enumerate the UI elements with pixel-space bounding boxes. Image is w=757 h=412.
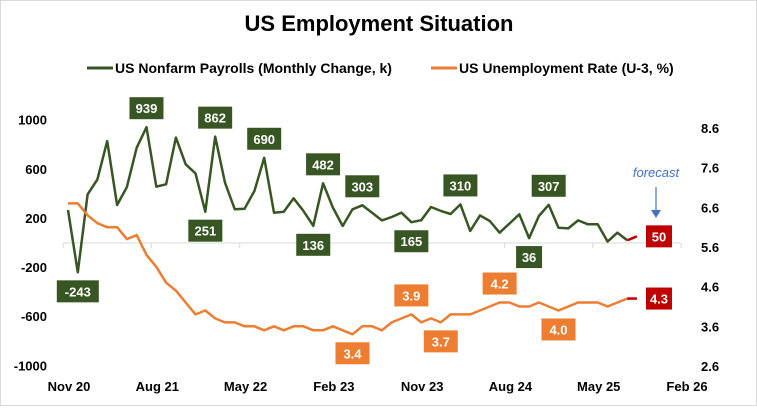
payrolls-forecast-label: 50 (652, 229, 666, 244)
chart-title: US Employment Situation (245, 11, 514, 36)
y-left-tick-label: 600 (25, 162, 47, 177)
x-tick-label: Feb 23 (313, 379, 354, 394)
payrolls-data-label: -243 (65, 284, 91, 299)
unemployment-data-label: 4.0 (549, 322, 567, 337)
y-left-tick-label: -200 (21, 260, 47, 275)
payrolls-forecast-segment (627, 236, 637, 240)
payrolls-data-label: 251 (194, 224, 216, 239)
payrolls-data-label: 862 (204, 111, 226, 126)
payrolls-data-label: 690 (253, 132, 275, 147)
payrolls-line (68, 127, 627, 272)
y-right-tick-label: 7.6 (701, 161, 719, 176)
y-right-tick-label: 6.6 (701, 200, 719, 215)
legend-label-payrolls: US Nonfarm Payrolls (Monthly Change, k) (115, 60, 392, 76)
payrolls-data-label: 307 (538, 179, 560, 194)
y-right-tick-label: 5.6 (701, 240, 719, 255)
x-tick-label: May 25 (577, 379, 620, 394)
y-left-tick-label: 200 (25, 211, 47, 226)
x-tick-label: Nov 23 (401, 379, 444, 394)
x-tick-label: Aug 21 (136, 379, 179, 394)
unemployment-line (68, 203, 627, 334)
payrolls-data-label: 482 (312, 157, 334, 172)
payrolls-data-label: 310 (450, 178, 472, 193)
unemployment-forecast-label: 4.3 (650, 292, 668, 307)
forecast-annotation: forecast (633, 165, 681, 218)
unemployment-data-label: 3.9 (402, 288, 420, 303)
x-tick-label: Feb 26 (666, 379, 707, 394)
payrolls-data-label: 939 (136, 101, 158, 116)
unemployment-data-label: 4.2 (491, 277, 509, 292)
legend: US Nonfarm Payrolls (Monthly Change, k) … (87, 60, 674, 76)
payrolls-data-label: 36 (522, 250, 536, 265)
forecast-arrowhead-icon (651, 210, 661, 218)
y-left-tick-label: -600 (21, 309, 47, 324)
payrolls-data-label: 165 (400, 234, 422, 249)
y-right-tick-label: 3.6 (701, 319, 719, 334)
x-tick-label: Aug 24 (489, 379, 533, 394)
y-left-tick-label: 1000 (18, 113, 47, 128)
unemployment-data-label: 3.4 (343, 346, 362, 361)
payrolls-data-label: 136 (302, 238, 324, 253)
y-right-tick-label: 4.6 (701, 280, 719, 295)
x-tick-label: May 22 (224, 379, 267, 394)
payrolls-data-label: 303 (351, 179, 373, 194)
legend-label-unemployment: US Unemployment Rate (U-3, %) (459, 60, 674, 76)
unemployment-data-label: 3.7 (432, 334, 450, 349)
y-left-tick-label: -1000 (14, 358, 47, 373)
y-right-tick-label: 2.6 (701, 359, 719, 374)
x-tick-label: Nov 20 (48, 379, 91, 394)
forecast-annotation-text: forecast (633, 165, 681, 180)
y-right-tick-label: 8.6 (701, 121, 719, 136)
